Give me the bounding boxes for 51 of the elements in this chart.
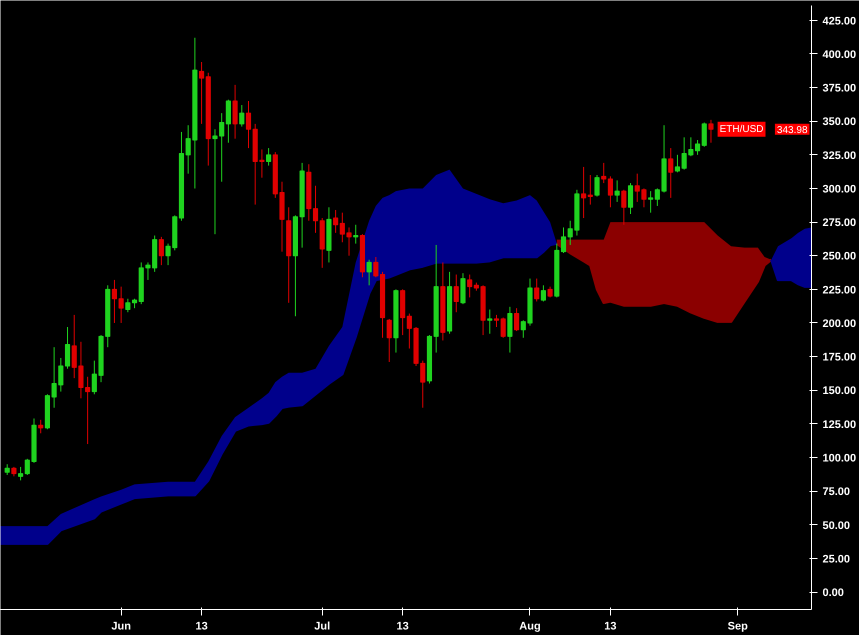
candlestick [232,84,238,140]
candlestick [38,419,44,434]
y-tick-label: 225.00 [822,284,856,296]
y-tick-label: 150.00 [822,385,856,398]
candlestick [514,308,520,332]
candlestick [366,259,372,286]
y-tick-label: 300.00 [822,183,856,196]
y-tick-label: 175.00 [822,352,856,364]
candlestick [487,309,492,334]
x-tick-label: 13 [604,620,617,632]
candlestick [628,182,634,215]
x-tick-label: Jul [314,620,330,632]
y-tick-label: 425.00 [822,15,856,28]
y-tick-label: 100.00 [822,452,856,464]
candlestick [266,148,272,166]
x-tick-label: 13 [195,620,208,632]
candlestick [239,104,244,128]
candlestick [668,148,674,198]
y-tick-label: 375.00 [822,82,856,95]
candlestick [11,466,16,477]
y-tick-label: 350.00 [822,116,856,128]
candlestick [454,274,459,313]
candlestick [548,286,553,298]
annotation: ETH/USD [720,124,764,135]
candlestick [534,278,540,302]
annotation: 343.98 [776,124,808,136]
y-tick-label: 25.00 [822,553,850,566]
y-tick-label: 275.00 [822,217,856,230]
candlestick [386,318,392,362]
y-tick-label: 125.00 [822,418,856,431]
x-tick-label: Aug [519,620,541,632]
y-tick-label: 0.00 [822,587,844,600]
candlestick [621,189,626,226]
x-tick-label: 13 [396,620,409,632]
y-tick-label: 325.00 [822,150,856,162]
x-tick-label: Jun [111,620,132,632]
candlestick [708,119,714,144]
candlestick [4,464,10,476]
y-tick-label: 50.00 [822,520,850,532]
candlestick [540,284,546,302]
y-tick-label: 75.00 [822,486,850,498]
candlestick [507,306,512,354]
candlestick [353,224,358,244]
y-tick-label: 400.00 [822,48,856,61]
candlestick [158,236,164,266]
y-tick-label: 200.00 [822,318,856,330]
candlestick [594,174,600,198]
candlestick [648,190,654,214]
candlestick [614,180,620,202]
y-tick-label: 250.00 [822,250,856,263]
x-tick-label: Sep [728,620,748,632]
